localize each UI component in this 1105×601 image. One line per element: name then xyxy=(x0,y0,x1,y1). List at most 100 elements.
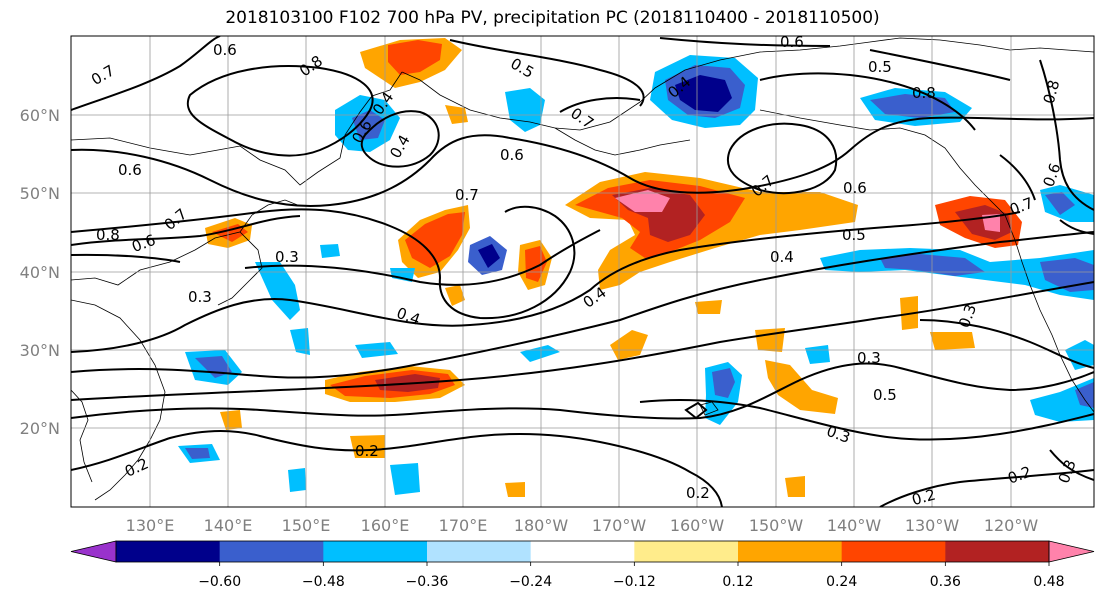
precip-negative-area xyxy=(712,368,735,398)
contour-label: 0.7 xyxy=(455,186,479,204)
precip-shading xyxy=(178,38,1094,497)
contour-label: 0.2 xyxy=(910,486,938,510)
latitude-labels: 60°N 50°N 40°N 30°N 20°N xyxy=(20,106,60,438)
precip-negative-area xyxy=(288,468,306,492)
lon-label: 180°W xyxy=(514,516,569,535)
precip-positive-area xyxy=(695,300,722,314)
longitude-labels: 130°E 140°E 150°E 160°E 170°E 180°W 170°… xyxy=(126,516,1039,535)
colorbar-tick-label: −0.36 xyxy=(406,574,449,590)
lon-label: 120°W xyxy=(984,516,1039,535)
colorbar-tick-label: 0.12 xyxy=(722,574,753,590)
contour-label: 0.5 xyxy=(868,58,892,76)
lon-label: 150°E xyxy=(282,516,331,535)
contour-label: 0.3 xyxy=(188,288,212,306)
colorbar-swatch xyxy=(427,541,532,562)
colorbar-swatch xyxy=(116,541,221,562)
contour-label: 0.2 xyxy=(355,442,379,460)
contour-label: 0.6 xyxy=(500,146,524,164)
contour-label: 0.8 xyxy=(912,84,936,102)
map-title: 2018103100 F102 700 hPa PV, precipitatio… xyxy=(225,8,880,28)
lon-label: 140°E xyxy=(204,516,253,535)
lat-label: 40°N xyxy=(20,263,60,282)
lon-label: 160°E xyxy=(361,516,410,535)
lat-label: 30°N xyxy=(20,341,60,360)
precip-negative-area xyxy=(478,244,500,268)
colorbar-tick-label: 0.48 xyxy=(1033,574,1064,590)
precip-positive-area xyxy=(610,330,648,360)
colorbar-swatch xyxy=(634,541,739,562)
contour-label: 0.5 xyxy=(842,226,866,244)
colorbar-swatch xyxy=(738,541,843,562)
map-content: 0.6 0.7 0.8 0.6 0.6 0.4 0.5 0.8 0.8 0.6 … xyxy=(71,33,1094,510)
precip-negative-area xyxy=(290,328,310,355)
contour-label: 0.3 xyxy=(857,349,881,367)
contour-label: 0.2 xyxy=(686,484,710,502)
precip-negative-area xyxy=(870,94,955,118)
colorbar-extend-low xyxy=(70,540,117,563)
precip-negative-area xyxy=(505,88,545,132)
precip-positive-area xyxy=(445,285,465,306)
precip-positive-area xyxy=(220,410,242,430)
colorbar xyxy=(70,540,1095,563)
precip-negative-area xyxy=(880,254,985,276)
pv-contours xyxy=(71,36,1094,507)
precip-positive-area xyxy=(615,190,670,212)
colorbar-tick-label: 0.24 xyxy=(826,574,857,590)
colorbar-labels: −0.60 −0.48 −0.36 −0.24 −0.12 0.12 0.24 0.36 0.4… xyxy=(198,562,1065,590)
precip-positive-area xyxy=(505,482,525,497)
colorbar-swatch xyxy=(323,541,428,562)
lat-label: 60°N xyxy=(20,106,60,125)
lon-label: 130°E xyxy=(126,516,175,535)
precip-positive-area xyxy=(755,328,785,352)
lat-label: 50°N xyxy=(20,184,60,203)
lon-label: 150°W xyxy=(749,516,804,535)
colorbar-extend-high xyxy=(1048,540,1095,563)
colorbar-tick-label: −0.24 xyxy=(509,574,552,590)
colorbar-tick-label: 0.36 xyxy=(930,574,961,590)
colorbar-tick-label: −0.12 xyxy=(613,574,656,590)
colorbar-swatch xyxy=(219,541,324,562)
precip-positive-area xyxy=(388,40,442,75)
contour-label: 0.6 xyxy=(213,41,237,59)
contour-label: 0.8 xyxy=(1040,78,1064,106)
lon-label: 130°W xyxy=(905,516,960,535)
precip-negative-area xyxy=(520,345,560,362)
precip-positive-area xyxy=(405,212,465,268)
precip-negative-area xyxy=(1065,340,1094,370)
contour-label: 0.8 xyxy=(96,226,120,244)
colorbar-swatch xyxy=(530,541,635,562)
map-frame xyxy=(70,35,1095,508)
colorbar-frame xyxy=(115,540,1050,563)
contour-label: 0.6 xyxy=(843,179,867,197)
contour-label: 0.5 xyxy=(873,386,897,404)
precip-negative-area xyxy=(320,244,340,258)
precip-negative-area xyxy=(390,463,420,495)
colorbar-swatch xyxy=(841,541,946,562)
precip-positive-area xyxy=(765,360,838,414)
precip-negative-area xyxy=(185,448,210,459)
lat-label: 20°N xyxy=(20,419,60,438)
contour-label: 0.6 xyxy=(780,33,804,51)
precip-negative-area xyxy=(1045,192,1075,215)
lon-label: 170°W xyxy=(592,516,647,535)
precip-negative-area xyxy=(255,262,300,320)
lon-label: 170°E xyxy=(439,516,488,535)
precip-positive-area xyxy=(445,105,468,124)
precip-negative-area xyxy=(352,110,385,140)
colorbar-tick-label: −0.60 xyxy=(198,574,241,590)
precip-positive-area xyxy=(982,214,1000,232)
precip-positive-area xyxy=(525,246,547,282)
contour-label: 0.3 xyxy=(275,248,299,266)
contour-label: 0.6 xyxy=(118,161,142,179)
precip-negative-area xyxy=(675,75,732,112)
lon-label: 160°W xyxy=(670,516,725,535)
lon-label: 140°W xyxy=(827,516,882,535)
precip-positive-area xyxy=(785,476,805,497)
precip-negative-area xyxy=(1075,382,1094,408)
precip-positive-area xyxy=(930,332,975,350)
colorbar-swatch xyxy=(945,541,1050,562)
contour-label: 0.4 xyxy=(770,248,794,266)
precip-positive-area xyxy=(350,435,385,458)
colorbar-tick-label: −0.48 xyxy=(302,574,345,590)
